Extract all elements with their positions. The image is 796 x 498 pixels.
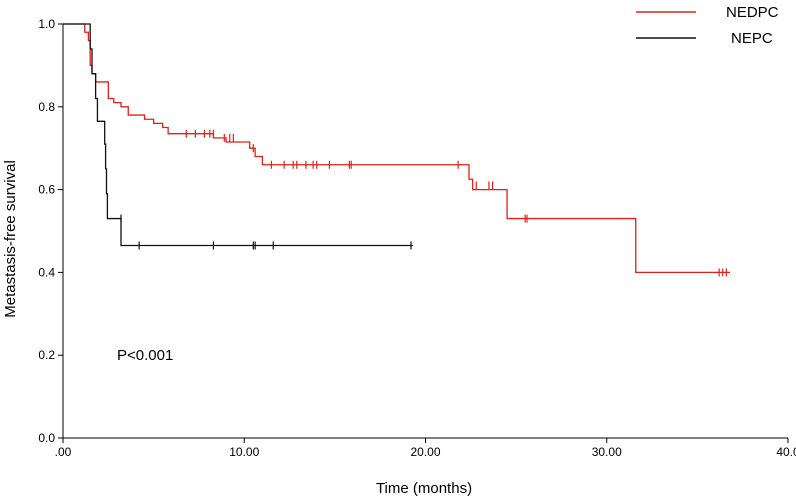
survival-curves — [63, 23, 730, 277]
axes: .00 10.00 20.00 30.00 40.0 0.0 0.2 0.4 0.6 0.8 1.… — [38, 17, 796, 459]
p-value-annotation: P<0.001 — [117, 347, 173, 364]
y-tick-label: 0.2 — [38, 348, 55, 362]
survival-curve-nepc — [63, 23, 413, 247]
x-tick-label: 40.0 — [776, 445, 796, 459]
legend-label-nepc: NEPC — [731, 30, 773, 47]
x-tick-label: .00 — [55, 445, 72, 459]
x-axis-title: Time (months) — [376, 480, 472, 497]
y-tick-label: 0.4 — [38, 265, 55, 279]
legend: NEDPC NEPC — [636, 4, 779, 47]
x-tick-label: 20.00 — [410, 445, 440, 459]
y-tick-label: 0.8 — [38, 100, 55, 114]
legend-label-nedpc: NEDPC — [726, 4, 779, 21]
y-axis-title: Metastasis-free survival — [2, 160, 19, 318]
x-tick-label: 30.00 — [592, 445, 622, 459]
x-tick-label: 10.00 — [229, 445, 259, 459]
y-tick-label: 0.6 — [38, 183, 55, 197]
survival-curve-nedpc — [63, 23, 730, 274]
y-tick-label: 0.0 — [38, 431, 55, 445]
y-tick-label: 1.0 — [38, 17, 55, 31]
x-ticks: .00 10.00 20.00 30.00 40.0 — [55, 438, 796, 459]
y-ticks: 0.0 0.2 0.4 0.6 0.8 1.0 — [38, 17, 63, 445]
